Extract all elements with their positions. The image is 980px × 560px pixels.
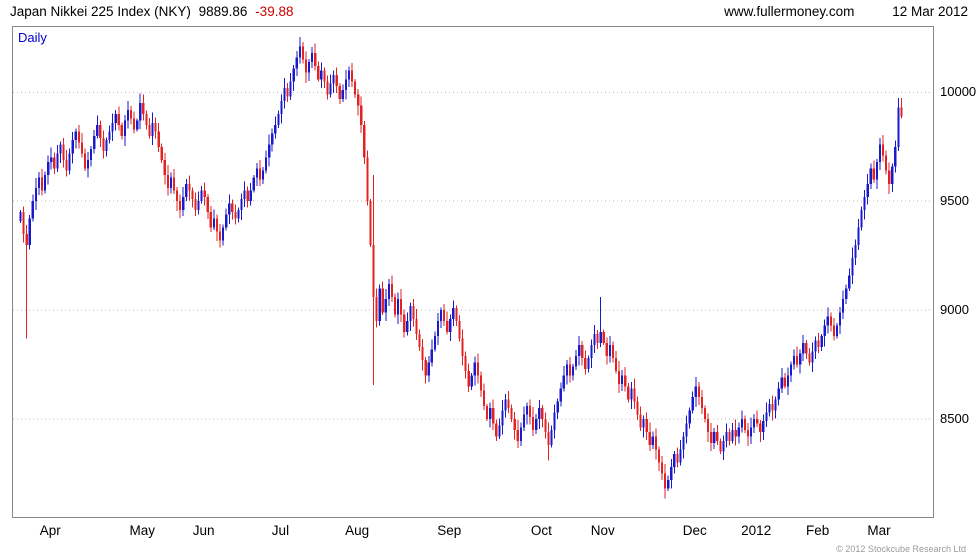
date-text: 12 Mar 2012 [892, 4, 968, 19]
y-axis-label: 8500 [940, 411, 969, 426]
x-axis-label: 2012 [741, 523, 772, 538]
x-axis-label: May [129, 523, 156, 538]
y-axis-label: 9500 [940, 193, 969, 209]
x-axis-label: Aug [345, 523, 370, 538]
y-axis-label: 10000 [940, 84, 977, 100]
chart-plot-area: Daily [12, 26, 934, 518]
x-axis-label: Oct [530, 523, 552, 538]
chart-header: Japan Nikkei 225 Index (NKY) 9889.86 -39… [10, 4, 968, 22]
instrument-title: Japan Nikkei 225 Index (NKY) [10, 4, 191, 19]
x-axis-label: Dec [682, 523, 707, 538]
source-info: www.fullermoney.com 12 Mar 2012 [690, 4, 968, 22]
x-axis-label: Mar [867, 523, 891, 538]
x-axis-label: Apr [39, 523, 61, 538]
x-axis-label: Feb [805, 523, 830, 538]
price-change: -39.88 [255, 4, 294, 19]
x-axis-label: Nov [590, 523, 615, 538]
x-axis-label: Jun [192, 523, 215, 538]
last-price: 9889.86 [198, 4, 248, 19]
candlestick-canvas [13, 36, 933, 499]
instrument-info: Japan Nikkei 225 Index (NKY) 9889.86 -39… [10, 4, 297, 22]
frequency-label: Daily [18, 30, 47, 45]
x-axis-label: Sep [437, 523, 462, 538]
copyright-text: © 2012 Stockcube Research Ltd [836, 544, 966, 554]
y-axis-label: 9000 [940, 302, 969, 318]
x-axis-label: Jul [271, 523, 290, 538]
website-text: www.fullermoney.com [724, 4, 855, 19]
